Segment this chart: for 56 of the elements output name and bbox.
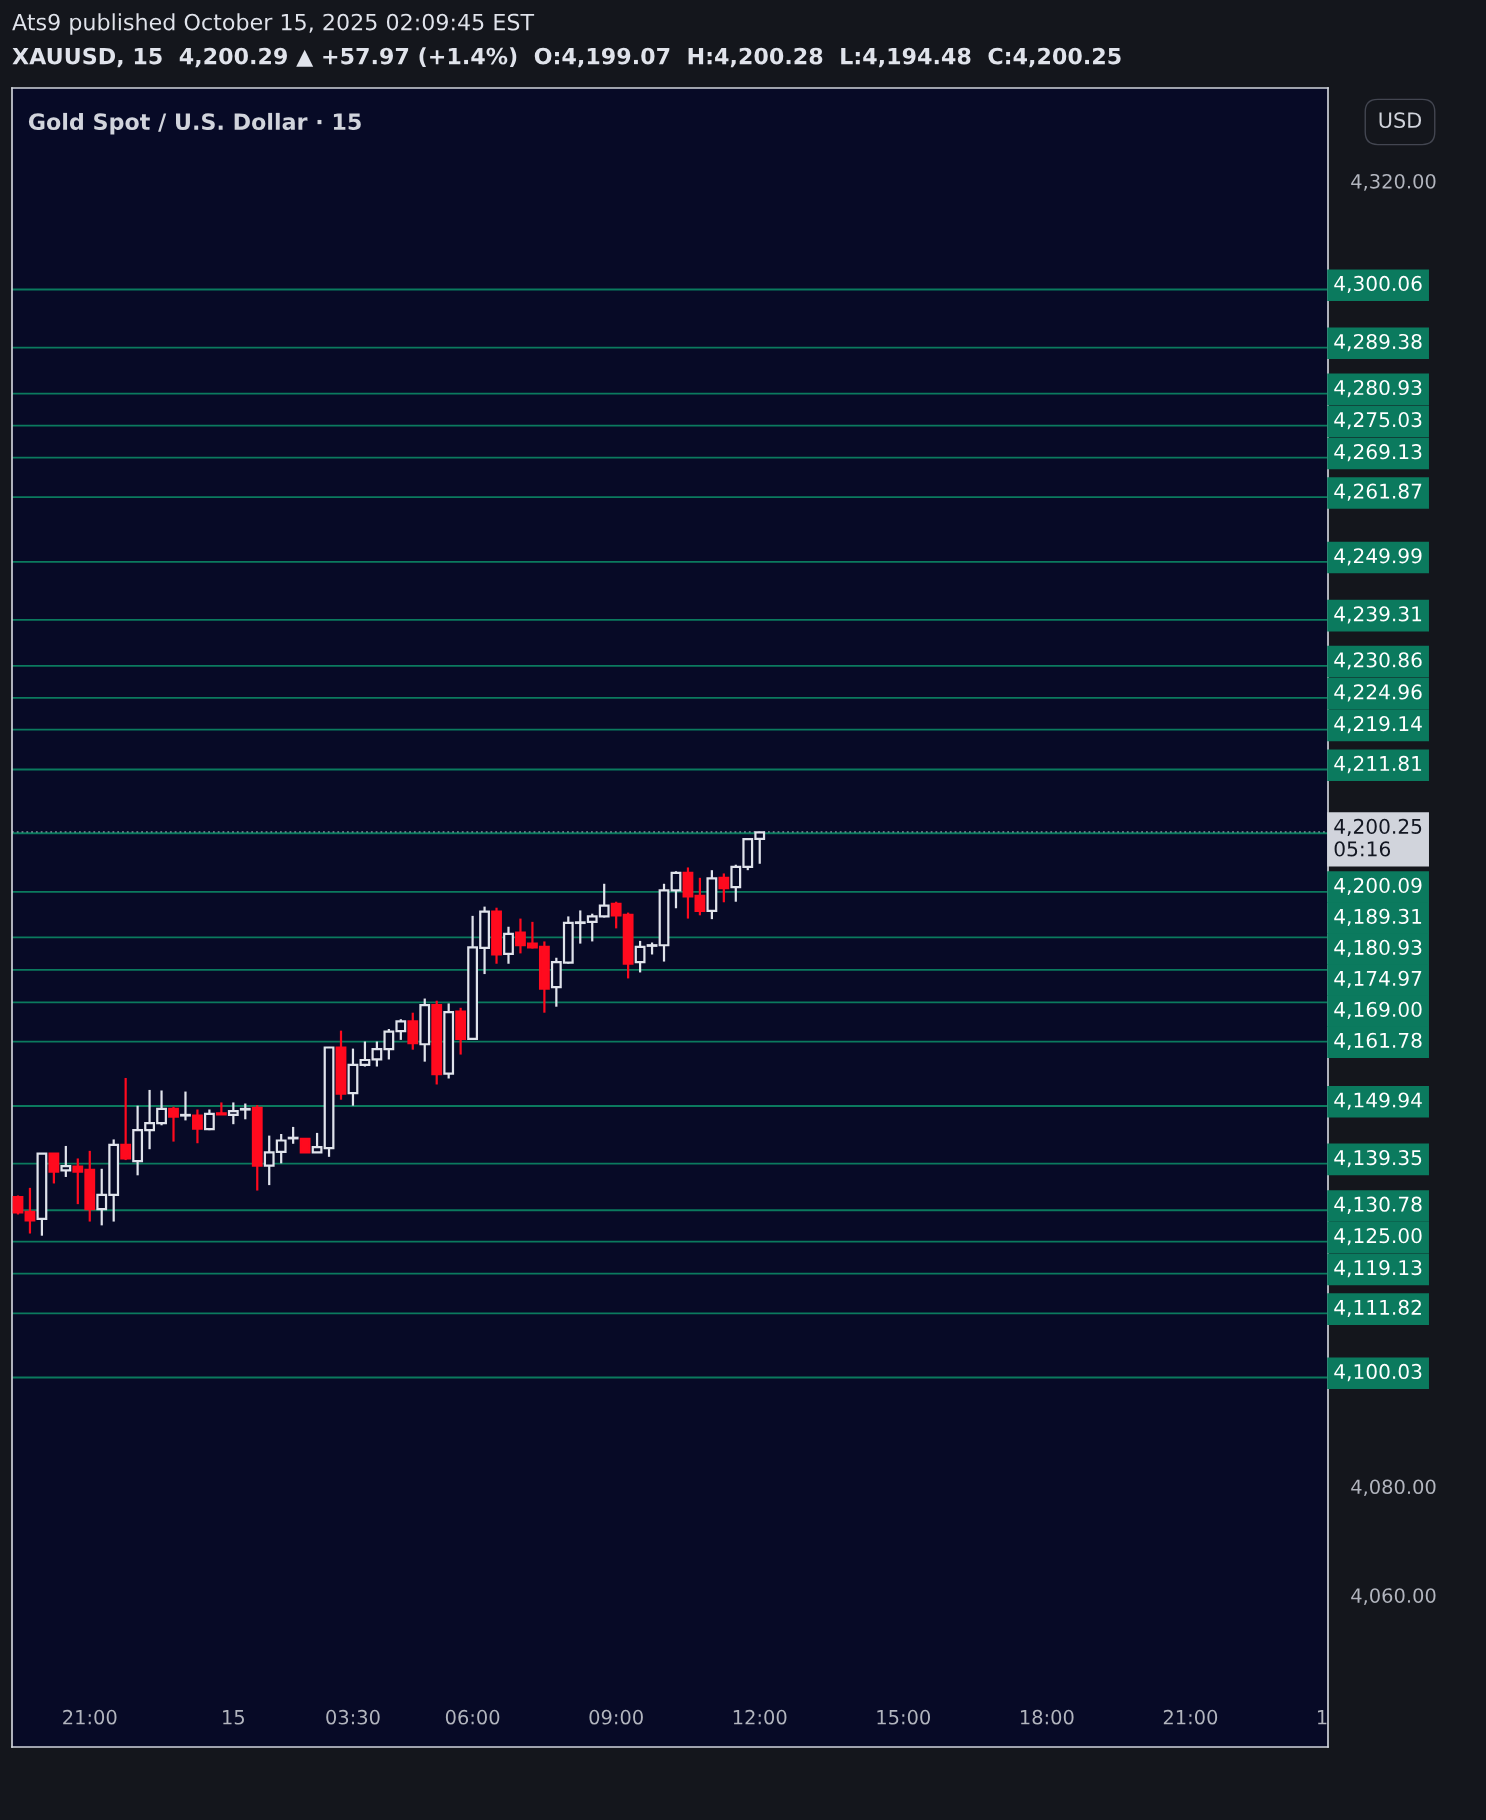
ref-line-label: 4,149.94 xyxy=(1334,1092,1422,1110)
candlestick xyxy=(12,1194,24,1216)
candlestick xyxy=(670,870,682,910)
ref-line-label: 4,200.25 05:16 xyxy=(1334,818,1422,857)
x-tick-label: 03:30 xyxy=(326,1709,380,1725)
ref-line-label: 4,130.78 xyxy=(1334,1196,1422,1214)
ref-line-label: 4,125.00 xyxy=(1334,1228,1422,1246)
ref-line-label: 4,180.93 xyxy=(1334,939,1422,958)
ref-line-label: 4,280.93 xyxy=(1334,379,1422,398)
candlestick xyxy=(24,1186,36,1235)
ref-line-label: 4,119.13 xyxy=(1334,1259,1422,1278)
ref-line-label: 4,289.38 xyxy=(1334,333,1422,352)
y-tick-label: 4,320.00 xyxy=(1351,173,1436,191)
ref-line-label: 4,224.96 xyxy=(1334,684,1422,702)
ref-line-label: 4,200.09 xyxy=(1334,877,1422,896)
ref-line-label: 4,139.35 xyxy=(1334,1149,1422,1168)
ref-line-label: 4,261.87 xyxy=(1334,483,1422,501)
ref-line-label: 4,161.78 xyxy=(1334,1032,1422,1051)
x-tick-label: 15 xyxy=(223,1710,244,1725)
x-tick-label: 06:00 xyxy=(445,1709,500,1725)
ref-line-label: 4,249.99 xyxy=(1334,548,1422,566)
text: Ats9 published October 15, 2025 02:09:45 EST xyxy=(12,13,535,35)
x-tick-label: 09:00 xyxy=(589,1709,643,1725)
ref-line-label: 4,239.31 xyxy=(1334,606,1422,624)
candlestick xyxy=(168,1105,179,1143)
chart-subtitle: XAUUSD, 15 4,200.29 ▲ +57.97 (+1.4%) O:4,199.07 H:4,200.28 L:4,194.48 C:4,200.25 xyxy=(12,47,1121,68)
x-tick-label: 1 xyxy=(1317,1710,1327,1725)
ref-line-label: 4,100.03 xyxy=(1334,1363,1422,1382)
candlestick xyxy=(503,925,514,965)
candlestick xyxy=(120,1076,132,1162)
candlestick xyxy=(311,1131,323,1154)
candlestick xyxy=(60,1144,72,1179)
x-tick-label: 21:00 xyxy=(1163,1709,1218,1725)
x-tick-label: 21:00 xyxy=(63,1709,117,1725)
candlestick xyxy=(718,872,730,904)
ref-line-label: 4,169.00 xyxy=(1334,1001,1422,1020)
x-tick-label: 18:00 xyxy=(1020,1709,1074,1725)
ref-line-label: 4,219.14 xyxy=(1334,715,1422,734)
ref-line-label: 4,111.82 xyxy=(1334,1299,1421,1318)
y-tick-label: 4,060.00 xyxy=(1351,1588,1436,1605)
x-tick-label: 12:00 xyxy=(733,1709,787,1725)
candlestick xyxy=(407,1011,419,1051)
ref-line-label: 4,230.86 xyxy=(1334,652,1422,670)
candlestick xyxy=(180,1090,191,1122)
ref-line-label: 4,275.03 xyxy=(1334,411,1422,430)
y-tick-label: 4,080.00 xyxy=(1351,1479,1436,1497)
ref-line-label: 4,211.81 xyxy=(1334,755,1422,774)
text: USD xyxy=(1379,112,1422,129)
ref-line-label: 4,174.97 xyxy=(1334,970,1422,989)
x-tick-label: 15:00 xyxy=(877,1709,931,1725)
candlestick xyxy=(192,1108,203,1145)
text: Gold Spot / U.S. Dollar · 15 xyxy=(28,112,361,135)
candlestick xyxy=(48,1152,60,1185)
ref-line-label: 4,300.06 xyxy=(1334,275,1422,294)
ref-line-label: 4,269.13 xyxy=(1334,444,1422,462)
ref-line-label: 4,189.31 xyxy=(1334,908,1422,927)
